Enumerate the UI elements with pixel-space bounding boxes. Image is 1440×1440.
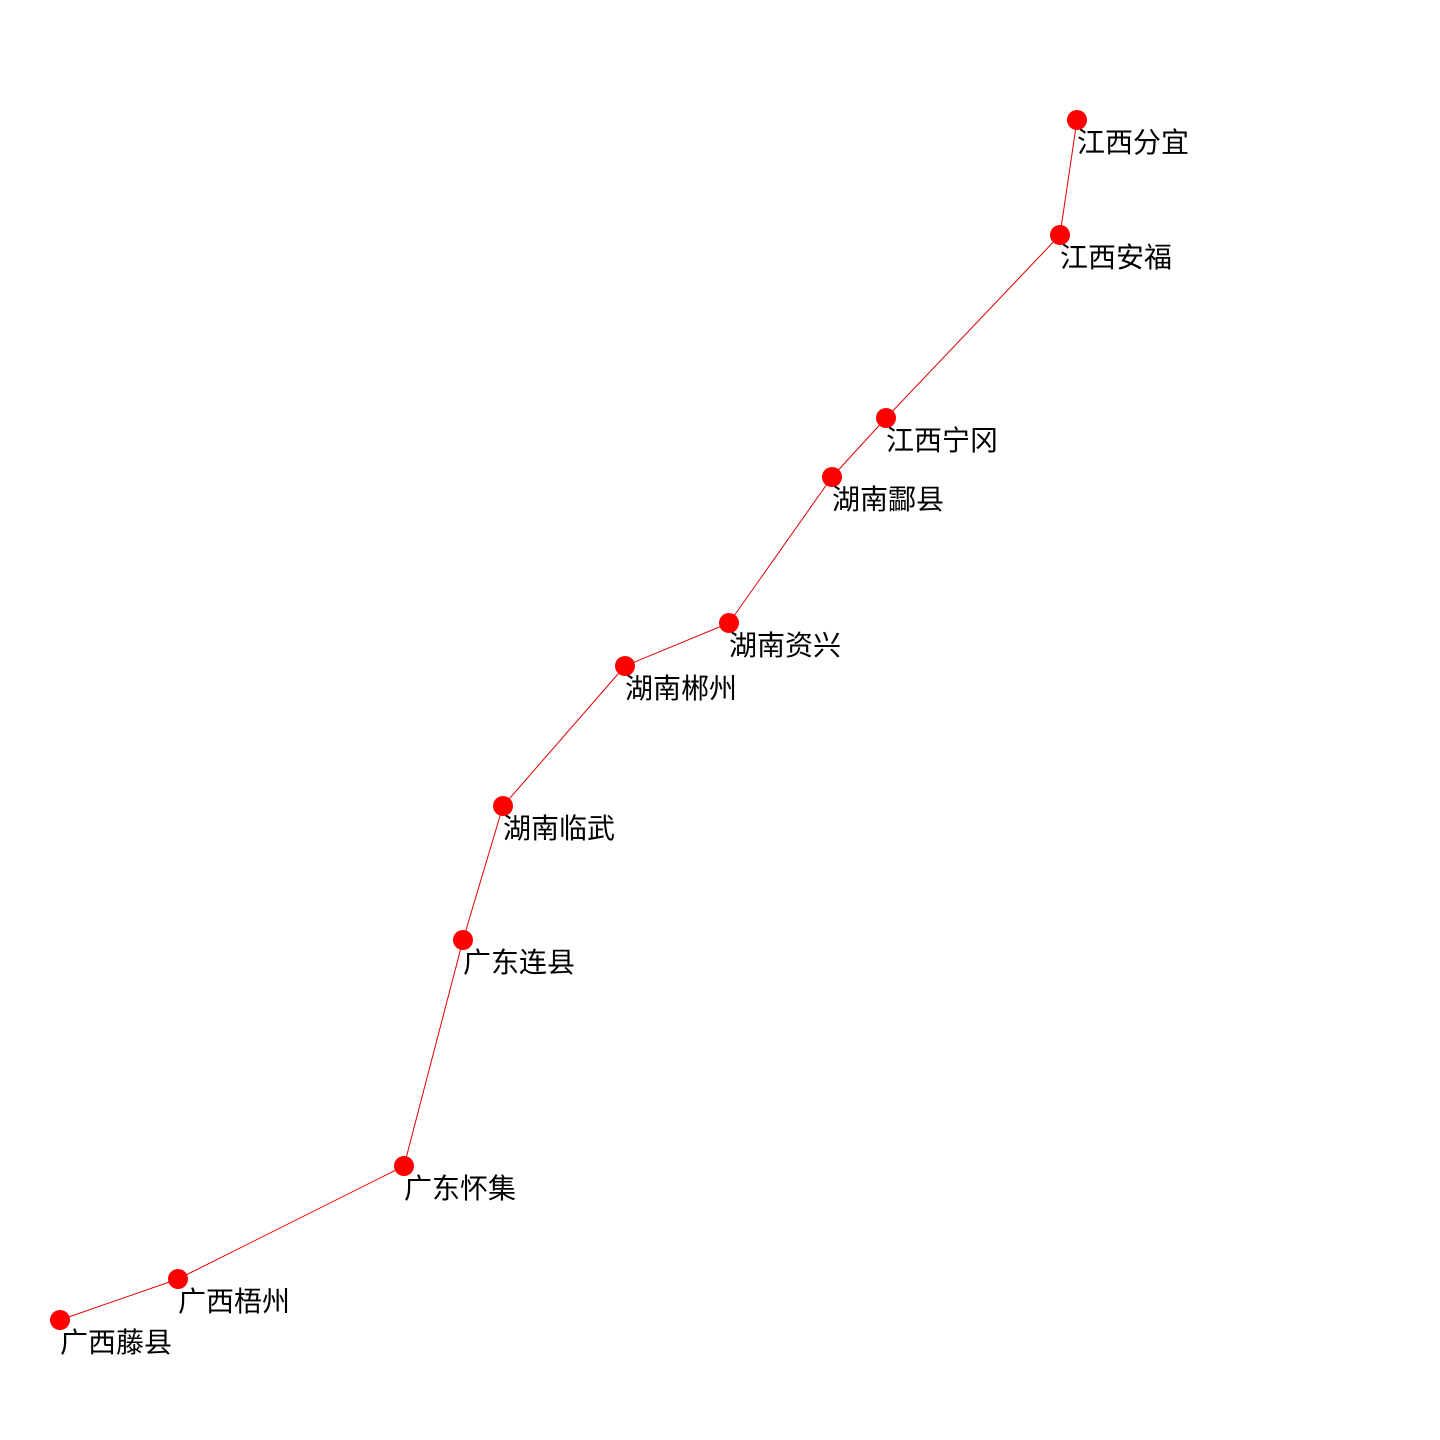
station-nodes [50,110,1087,1330]
station-node [1067,110,1087,130]
route-segment [177,1165,405,1280]
route-segment [403,939,464,1167]
station-label: 广西梧州 [178,1285,290,1318]
station-label: 湖南酃县 [832,483,944,516]
station-label: 江西宁冈 [886,424,998,457]
station-label: 广东怀集 [404,1172,516,1205]
route-segment [502,665,626,807]
station-node [394,1156,414,1176]
route-segment [59,1278,179,1321]
station-node [822,467,842,487]
station-node [615,656,635,676]
route-segment [1059,119,1078,236]
station-node [876,408,896,428]
route-segment [728,476,833,624]
station-node [453,930,473,950]
station-label: 江西分宜 [1077,126,1189,159]
station-node [50,1310,70,1330]
route-segment [624,622,730,667]
station-labels: 江西分宜江西安福江西宁冈湖南酃县湖南资兴湖南郴州湖南临武广东连县广东怀集广西梧州… [60,126,1189,1359]
station-label: 广西藤县 [60,1326,172,1359]
station-node [719,613,739,633]
station-label: 湖南临武 [503,812,615,845]
route-segments [59,119,1078,1321]
station-label: 广东连县 [463,946,575,979]
route-segment [831,417,887,478]
station-node [493,796,513,816]
station-node [1050,225,1070,245]
station-node [168,1269,188,1289]
station-label: 湖南郴州 [625,672,737,705]
station-label: 湖南资兴 [729,629,841,662]
route-segment [462,805,504,941]
route-segment [885,234,1061,419]
station-label: 江西安福 [1060,241,1172,274]
